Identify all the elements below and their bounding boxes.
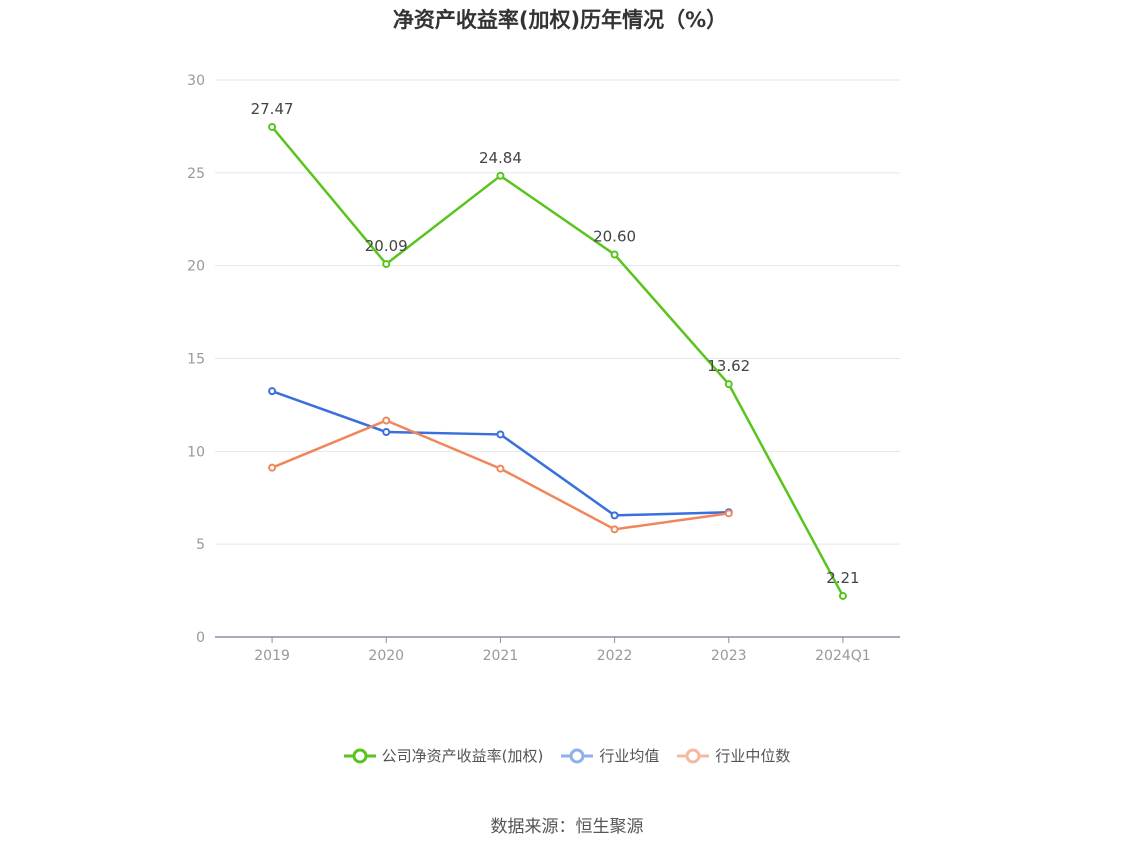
data-point — [838, 591, 847, 600]
data-source: 数据来源：恒生聚源 — [490, 817, 644, 837]
y-tick-label: 20 — [187, 259, 205, 275]
y-tick-label: 15 — [187, 352, 205, 368]
legend-item-industry-mean[interactable]: 行业均值 — [561, 745, 659, 766]
y-tick-label: 30 — [187, 73, 205, 89]
data-point — [724, 380, 733, 389]
legend-swatch-icon — [343, 748, 376, 763]
data-point — [610, 511, 619, 520]
data-label: 24.84 — [479, 149, 522, 167]
data-label: 20.60 — [593, 228, 636, 246]
data-point — [610, 250, 619, 259]
y-tick-label: 10 — [187, 444, 205, 460]
legend: 公司净资产收益率(加权) 行业均值 行业中位数 — [0, 745, 1134, 766]
data-point — [496, 464, 505, 473]
y-tick-label: 25 — [187, 166, 205, 182]
data-label: 27.47 — [251, 100, 294, 118]
data-point — [382, 428, 391, 437]
data-label: 13.62 — [707, 357, 750, 375]
data-label: 2.21 — [826, 569, 859, 587]
data-point — [268, 122, 277, 131]
data-point — [496, 430, 505, 439]
data-point — [724, 509, 733, 518]
chart-title: 净资产收益率(加权)历年情况（%） — [392, 8, 728, 32]
legend-item-industry-median[interactable]: 行业中位数 — [677, 745, 790, 766]
y-tick-label: 0 — [196, 630, 205, 646]
data-point — [610, 525, 619, 534]
legend-label: 行业中位数 — [715, 747, 791, 765]
x-tick-label: 2023 — [711, 648, 747, 664]
data-point — [268, 387, 277, 396]
data-point — [268, 463, 277, 472]
data-point — [496, 171, 505, 180]
x-tick-label: 2024Q1 — [815, 648, 871, 664]
data-point — [382, 416, 391, 425]
legend-item-company-roe[interactable]: 公司净资产收益率(加权) — [343, 745, 544, 766]
legend-label: 公司净资产收益率(加权) — [381, 747, 544, 765]
x-tick-label: 2019 — [254, 648, 290, 664]
x-tick-label: 2021 — [483, 648, 519, 664]
series-line — [271, 126, 845, 597]
series-line — [271, 390, 729, 517]
data-point — [382, 259, 391, 268]
legend-label: 行业均值 — [599, 747, 660, 765]
x-tick-label: 2022 — [597, 648, 633, 664]
data-label: 20.09 — [365, 237, 408, 255]
legend-swatch-icon — [677, 748, 710, 763]
x-tick-label: 2020 — [368, 648, 404, 664]
legend-swatch-icon — [561, 748, 594, 763]
y-tick-label: 5 — [196, 537, 205, 553]
